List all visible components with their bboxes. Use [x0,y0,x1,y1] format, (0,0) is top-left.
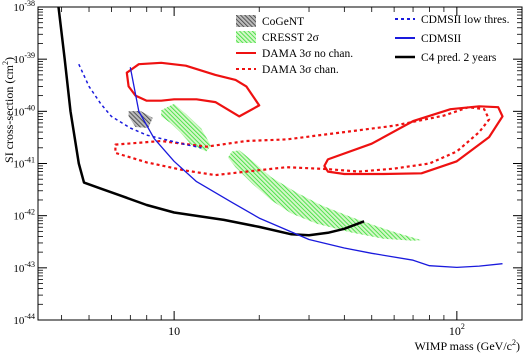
series-dama_no_2 [323,105,504,176]
legend-label: CDMSII low thres. [421,14,510,26]
x-axis-label: WIMP mass (GeV/c2) [414,338,520,353]
series-cdms [129,67,503,269]
y-tick-label: 10-44 [13,312,35,327]
series-cdms_low [78,63,202,149]
y-tick-label: 10-42 [13,208,35,223]
legend: CoGeNT CRESST 2σ DAMA 3σ no chan. DAMA 3σ c… [236,14,510,76]
legend-swatch [236,31,256,43]
legend-label: DAMA 3σ chan. [262,64,339,76]
series-layer [57,7,504,269]
legend-entry-cdms: CDMSII [395,33,461,45]
y-tick-label: 10-40 [13,103,35,118]
y-tick-label: 10-43 [13,260,35,275]
y-tick-label: 10-41 [13,156,35,171]
axes-layer: 10-38 10-39 10-40 10-41 10-42 10-43 10-44 10 102 [13,0,522,338]
series-dama_chan [114,106,491,177]
legend-label: CoGeNT [262,16,304,28]
y-tick-label: 10-38 [13,0,35,14]
legend-entry-cresst: CRESST 2σ [236,31,320,44]
series-c4 [57,7,365,237]
legend-label: CRESST 2σ [262,32,320,44]
legend-label: CDMSII [421,33,461,45]
y-axis-label: SI cross-section (cm2) [1,57,16,163]
legend-entry-dama_chan: DAMA 3σ chan. [236,64,339,76]
series-dama_no [125,61,261,118]
legend-swatch [236,15,256,27]
legend-entry-cogent: CoGeNT [236,15,304,28]
series-cresst_2 [227,150,422,241]
legend-entry-dama_no: DAMA 3σ no chan. [236,48,353,60]
series-cogent [128,110,153,128]
legend-entry-cdms_low: CDMSII low thres. [395,14,510,26]
series-cresst [161,103,211,152]
legend-label: C4 pred. 2 years [421,52,497,64]
y-tick-label: 10-39 [13,51,35,66]
x-tick-label: 10 [168,324,180,338]
legend-label: DAMA 3σ no chan. [262,48,353,60]
x-tick-label: 102 [449,322,465,338]
legend-entry-c4: C4 pred. 2 years [395,52,497,64]
